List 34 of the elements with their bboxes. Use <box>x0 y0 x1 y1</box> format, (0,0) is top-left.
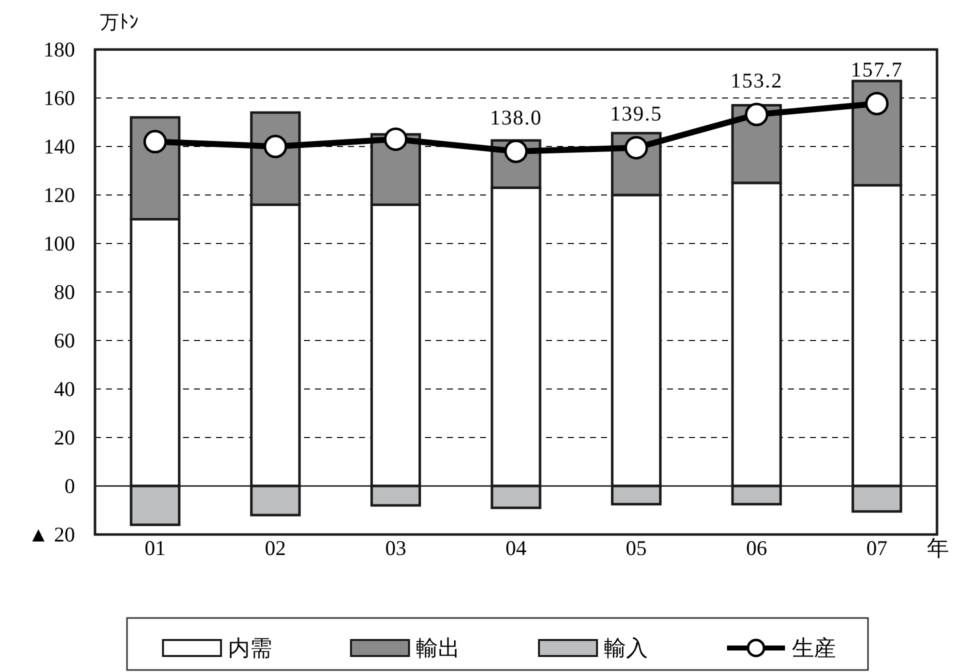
y-tick-label: 120 <box>44 183 75 207</box>
x-tick-label: 03 <box>385 536 406 560</box>
x-tick-label: 01 <box>144 536 166 560</box>
x-tick-label: 05 <box>626 536 647 560</box>
data-label: 138.0 <box>490 105 542 130</box>
point <box>143 130 167 154</box>
legend-label: 輸入 <box>604 636 648 660</box>
data-label: 153.2 <box>730 68 783 92</box>
point <box>384 127 408 151</box>
y-tick-label: 140 <box>44 134 75 158</box>
x-tick-label: 02 <box>264 536 286 560</box>
x-axis-title: 年 <box>927 536 949 560</box>
y-tick-label: 80 <box>54 280 75 304</box>
point <box>865 92 889 116</box>
point <box>744 102 768 126</box>
point <box>624 136 648 160</box>
y-tick-label: 160 <box>44 86 75 110</box>
x-tick-label: 06 <box>746 536 768 560</box>
legend-label: 生産 <box>792 636 836 660</box>
y-axis-title: 万ﾄﾝ <box>100 12 139 34</box>
legend-label: 輸出 <box>416 636 460 660</box>
x-tick-label: 04 <box>506 536 527 560</box>
y-tick-label: 0 <box>64 474 75 498</box>
y-tick-label: 40 <box>54 377 75 401</box>
y-tick-label: 100 <box>44 232 75 256</box>
legend-label: 内需 <box>228 636 272 660</box>
y-tick-label: ▲ 20 <box>28 522 75 546</box>
y-tick-label: 60 <box>54 328 75 352</box>
y-tick-label: 20 <box>54 426 75 450</box>
data-label: 157.7 <box>850 58 903 82</box>
data-label: 139.5 <box>610 102 662 126</box>
point <box>504 140 528 164</box>
y-tick-label: 180 <box>44 38 75 62</box>
x-tick-label: 07 <box>866 536 888 560</box>
